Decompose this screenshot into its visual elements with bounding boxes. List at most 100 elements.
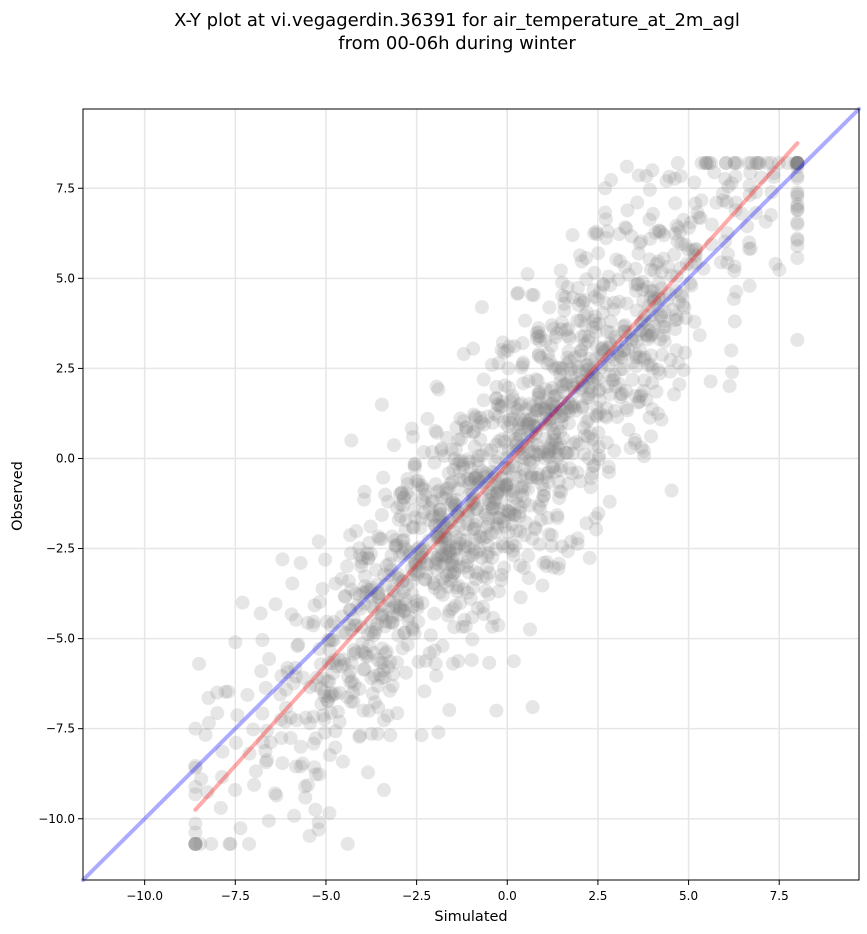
data-point-1078: [483, 496, 498, 511]
data-point-1318: [355, 644, 370, 659]
data-point-1309: [395, 533, 410, 548]
data-point-869: [247, 777, 262, 792]
data-point-1002: [312, 594, 327, 609]
data-point-451: [361, 703, 376, 718]
data-point-1462: [554, 459, 569, 474]
data-point-520: [536, 444, 551, 459]
data-point-215: [582, 550, 597, 565]
data-point-200: [287, 808, 302, 823]
data-point-443: [566, 436, 581, 451]
data-point-826: [354, 555, 369, 570]
data-point-644: [589, 408, 604, 423]
data-point-360: [635, 282, 650, 297]
data-point-829: [553, 263, 568, 278]
data-point-1212: [443, 546, 458, 561]
data-point-1406: [502, 339, 517, 354]
data-point-688: [522, 498, 537, 513]
data-point-949: [427, 455, 442, 470]
data-point-648: [415, 493, 430, 508]
data-point-1182: [352, 588, 367, 603]
data-point-720: [704, 237, 719, 252]
data-point-1124: [330, 704, 345, 719]
data-point-1216: [515, 336, 530, 351]
data-point-905: [340, 690, 355, 705]
data-point-817: [204, 836, 219, 851]
data-point-892: [494, 432, 509, 447]
data-point-1329: [517, 528, 532, 543]
y-tick-label-4: 0.0: [56, 451, 75, 465]
data-point-56: [445, 552, 460, 567]
data-point-447: [348, 586, 363, 601]
data-point-473: [553, 361, 568, 376]
data-point-1328: [545, 433, 560, 448]
data-point-620: [308, 731, 323, 746]
data-point-1520: [598, 181, 613, 196]
data-point-1121: [291, 637, 306, 652]
data-point-603: [443, 515, 458, 530]
data-point-120: [591, 439, 606, 454]
data-point-1405: [494, 573, 509, 588]
data-point-678: [543, 418, 558, 433]
data-point-641: [328, 740, 343, 755]
data-point-877: [489, 390, 504, 405]
data-point-1339: [490, 517, 505, 532]
data-point-697: [357, 596, 372, 611]
data-point-1341: [370, 652, 385, 667]
data-point-116: [465, 494, 480, 509]
data-point-946: [741, 156, 756, 171]
data-point-1042: [742, 241, 757, 256]
data-point-1027: [491, 584, 506, 599]
data-point-865: [551, 447, 566, 462]
data-point-294: [720, 226, 735, 241]
data-point-575: [370, 726, 385, 741]
data-point-576: [434, 549, 449, 564]
data-point-956: [381, 494, 396, 509]
data-point-622: [595, 341, 610, 356]
data-point-174: [615, 387, 630, 402]
data-point-1233: [325, 688, 340, 703]
data-point-1489: [628, 432, 643, 447]
data-point-898: [319, 614, 334, 629]
data-point-851: [592, 316, 607, 331]
data-point-218: [374, 397, 389, 412]
data-point-745: [612, 294, 627, 309]
data-point-742: [438, 529, 453, 544]
data-point-144: [538, 400, 553, 415]
data-point-49: [528, 426, 543, 441]
data-point-533: [724, 343, 739, 358]
data-point-211: [448, 539, 463, 554]
data-point-840: [201, 691, 216, 706]
data-point-285: [602, 368, 617, 383]
data-point-1045: [322, 689, 337, 704]
data-point-546: [621, 325, 636, 340]
data-point-650: [560, 544, 575, 559]
data-point-1470: [375, 641, 390, 656]
data-point-95: [728, 203, 743, 218]
data-point-1418: [617, 324, 632, 339]
data-point-107: [742, 235, 757, 250]
data-point-500: [538, 416, 553, 431]
data-point-1011: [242, 836, 257, 851]
data-point-1360: [349, 645, 364, 660]
data-point-900: [634, 315, 649, 330]
data-point-1209: [422, 646, 437, 661]
data-point-1175: [634, 388, 649, 403]
data-point-1190: [506, 484, 521, 499]
data-point-1289: [466, 407, 481, 422]
data-point-136: [452, 518, 467, 533]
data-point-853: [370, 577, 385, 592]
data-point-449: [570, 376, 585, 391]
data-point-1379: [562, 354, 577, 369]
data-point-783: [543, 437, 558, 452]
data-point-1319: [300, 778, 315, 793]
data-point-837: [554, 379, 569, 394]
data-point-712: [541, 413, 556, 428]
data-point-168: [621, 422, 636, 437]
data-point-10: [669, 269, 684, 284]
data-point-1458: [497, 560, 512, 575]
data-point-764: [652, 275, 667, 290]
data-point-1109: [366, 645, 381, 660]
data-point-992: [393, 509, 408, 524]
data-point-304: [510, 402, 525, 417]
data-point-343: [395, 546, 410, 561]
